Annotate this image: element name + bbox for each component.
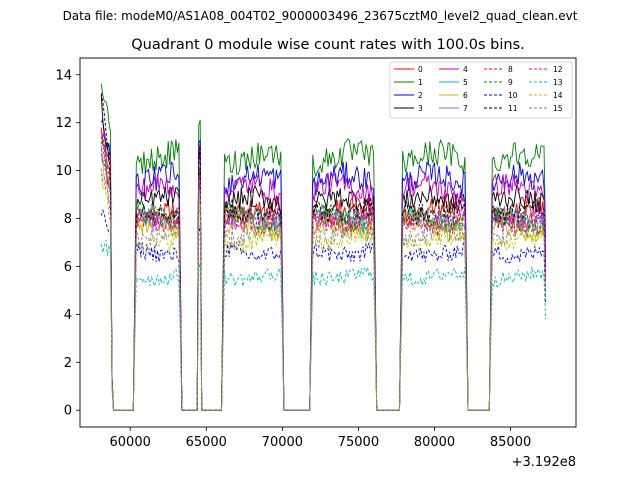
plot-area [80,58,576,427]
legend-label-2: 2 [418,91,423,100]
legend-label-6: 6 [463,91,468,100]
legend-label-1: 1 [418,78,423,87]
chart-title: Quadrant 0 module wise count rates with … [131,37,525,53]
legend-label-10: 10 [508,91,518,100]
x-tick-label: 70000 [262,435,303,450]
y-tick-label: 10 [55,164,72,179]
y-axis: 0 2 4 6 8 10 12 14 [55,68,80,419]
series-line-14 [100,173,547,411]
y-tick-label: 8 [64,212,72,227]
legend-label-12: 12 [553,65,563,74]
legend-label-9: 9 [508,78,513,87]
series-line-9 [100,136,547,411]
y-tick-label: 0 [64,404,72,419]
legend-label-5: 5 [463,78,468,87]
x-tick-label: 60000 [110,435,151,450]
legend-label-4: 4 [463,65,468,74]
legend-box [389,61,573,119]
legend-label-14: 14 [553,91,563,100]
x-tick-label: 65000 [186,435,227,450]
series-lines [100,83,547,411]
y-tick-label: 6 [64,260,72,275]
legend-label-8: 8 [508,65,513,74]
legend-label-11: 11 [508,104,518,113]
y-tick-label: 12 [55,116,72,131]
x-axis: 60000 65000 70000 75000 80000 85000 [110,427,531,450]
legend-label-0: 0 [418,65,423,74]
legend-label-3: 3 [418,104,423,113]
suptitle: Data file: modeM0/AS1A08_004T02_90000034… [63,9,578,23]
y-tick-label: 4 [64,308,72,323]
x-offset-label: +3.192e8 [512,455,576,470]
plot-frame [79,57,577,428]
series-line-15 [100,168,547,411]
y-tick-label: 2 [64,356,72,371]
series-line-12 [100,148,547,411]
legend-label-7: 7 [463,104,468,113]
x-tick-label: 85000 [490,435,531,450]
x-tick-label: 80000 [414,435,455,450]
y-tick-label: 14 [55,68,72,83]
x-tick-label: 75000 [338,435,379,450]
legend-label-13: 13 [553,78,563,87]
legend-label-15: 15 [553,104,563,113]
